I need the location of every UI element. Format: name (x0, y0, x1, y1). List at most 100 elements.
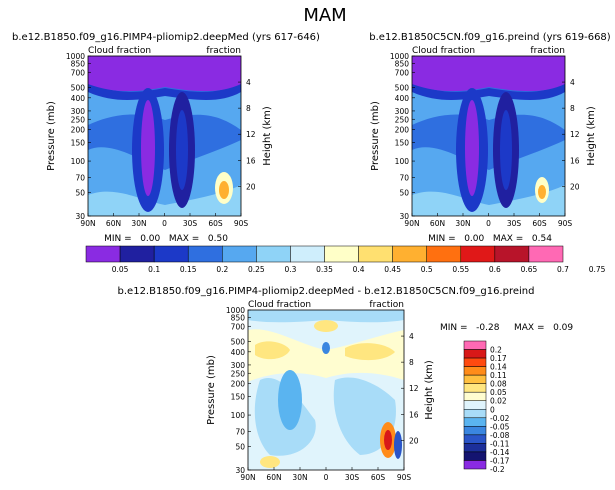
y-tick-label: 700 (231, 322, 246, 331)
height-tick-label: 8 (409, 358, 414, 367)
panel-1-height-ticks: 4 8 12 16 20 (238, 78, 256, 191)
main-colorbar-swatch (358, 245, 393, 263)
diff-colorbar-label: 0.17 (490, 354, 507, 363)
x-tick-label: 60N (106, 219, 121, 228)
main-colorbar-swatch (153, 245, 189, 263)
y-tick-label: 30 (235, 466, 245, 475)
height-tick-label: 20 (570, 182, 580, 191)
diff-colorbar-swatch (463, 366, 487, 376)
diff-colorbar-label: -0.2 (490, 465, 505, 474)
y-tick-label: 850 (71, 59, 86, 68)
diff-colorbar-swatch (463, 426, 487, 436)
main-colorbar-label: 0.65 (521, 265, 538, 274)
panel-1-band-boundary (88, 185, 241, 216)
y-tick-label: 50 (399, 189, 409, 198)
x-tick-label: 0 (324, 473, 329, 482)
panel-3-upper-warm (248, 329, 404, 382)
height-tick-label: 16 (246, 156, 256, 165)
panel-1-ylabel: Pressure (mb) (46, 101, 57, 171)
x-tick-label: 90S (397, 473, 412, 482)
main-colorbar-label: 0.55 (452, 265, 469, 274)
panel-1-right-label: fraction (206, 46, 241, 56)
height-tick-label: 4 (409, 332, 414, 341)
x-tick-label: 60N (266, 473, 281, 482)
x-tick-label: 30N (292, 473, 307, 482)
y-tick-label: 400 (231, 348, 246, 357)
x-tick-label: 90S (234, 219, 249, 228)
panel-3-title: b.e12.B1850.f09_g16.PIMP4-pliomip2.deepM… (118, 286, 535, 297)
diff-colorbar-swatch (463, 391, 487, 401)
main-colorbar-label: 0.35 (316, 265, 333, 274)
main-colorbar-swatch (187, 245, 223, 263)
diff-colorbar-label: 0.2 (490, 346, 502, 355)
panel-1-tower-a-core (141, 100, 155, 196)
panel-2-right-label: fraction (530, 46, 565, 56)
panel-3-field (248, 310, 404, 470)
diff-colorbar-label: 0 (490, 405, 495, 414)
panel-2-height-ticks: 4 8 12 16 20 (562, 78, 580, 191)
main-colorbar-swatch (324, 245, 359, 263)
diff-colorbar-label: 0.05 (490, 388, 507, 397)
y-tick-label: 500 (395, 84, 410, 93)
panel-2-tower-a-core (465, 100, 479, 196)
y-tick-label: 200 (395, 125, 410, 134)
x-tick-label: 60N (430, 219, 445, 228)
main-colorbar-swatch (119, 245, 155, 263)
y-tick-label: 300 (395, 107, 410, 116)
height-tick-label: 8 (246, 104, 251, 113)
diff-colorbar-swatch (463, 340, 487, 350)
diff-colorbar-swatch (463, 409, 487, 419)
diff-colorbar-label: -0.17 (490, 456, 510, 465)
panel-1-x-ticks: 90N 60N 30N 0 30S 60S 90S (80, 213, 248, 228)
panel-3-warm-left (255, 341, 290, 360)
panel-3-warm-right (345, 343, 395, 361)
y-tick-label: 700 (71, 68, 86, 77)
y-tick-label: 100 (231, 411, 246, 420)
main-colorbar-swatch (528, 245, 564, 263)
x-tick-label: 90N (404, 219, 419, 228)
main-colorbar-label: 0.6 (489, 265, 501, 274)
x-tick-label: 90N (80, 219, 95, 228)
y-tick-label: 150 (231, 393, 246, 402)
diff-colorbar-swatch (463, 434, 487, 444)
x-tick-label: 30S (183, 219, 198, 228)
y-tick-label: 250 (71, 115, 86, 124)
panel-3-strat-edge (248, 310, 404, 323)
y-tick-label: 70 (75, 173, 85, 182)
main-colorbar-label: 0.75 (589, 265, 606, 274)
y-tick-label: 1000 (226, 306, 245, 315)
main-colorbar-swatch (494, 245, 530, 263)
height-tick-label: 8 (570, 104, 575, 113)
main-colorbar-label: 0.1 (148, 265, 160, 274)
panel-1-stats: MIN = 0.00 MAX = 0.50 (104, 234, 228, 244)
panel-3-right-label: fraction (369, 300, 404, 310)
height-tick-label: 4 (570, 78, 575, 87)
height-tick-label: 20 (246, 182, 256, 191)
diff-colorbar-swatch (463, 443, 487, 453)
main-colorbar-label: 0.2 (216, 265, 228, 274)
y-tick-label: 200 (71, 125, 86, 134)
y-tick-label: 100 (395, 157, 410, 166)
panel-2-tower-b-core (500, 110, 512, 190)
x-tick-label: 30N (455, 219, 470, 228)
panel-3-tropic-cool (322, 342, 330, 354)
y-tick-label: 500 (231, 338, 246, 347)
y-tick-label: 250 (395, 115, 410, 124)
panel-3-stats-min: MIN = -0.28 (440, 323, 500, 333)
diff-colorbar-swatch (463, 460, 487, 470)
panel-2-title: b.e12.B1850C5CN.f09_g16.preind (yrs 619-… (369, 32, 611, 43)
diff-colorbar-label: -0.08 (490, 431, 510, 440)
x-tick-label: 0 (162, 219, 167, 228)
panel-2-ylabel-right: Height (km) (586, 106, 597, 166)
x-tick-label: 0 (486, 219, 491, 228)
diff-colorbar-swatch (463, 357, 487, 367)
diff-colorbar-label: -0.05 (490, 422, 510, 431)
main-colorbar-label: 0.4 (353, 265, 365, 274)
main-colorbar-label: 0.5 (421, 265, 433, 274)
y-tick-label: 100 (71, 157, 86, 166)
main-colorbar-swatch (222, 245, 257, 263)
diff-colorbar-label: 0.08 (490, 380, 507, 389)
panel-2-left-label: Cloud fraction (412, 46, 475, 56)
panel-2: b.e12.B1850C5CN.f09_g16.preind (yrs 619-… (369, 32, 611, 244)
